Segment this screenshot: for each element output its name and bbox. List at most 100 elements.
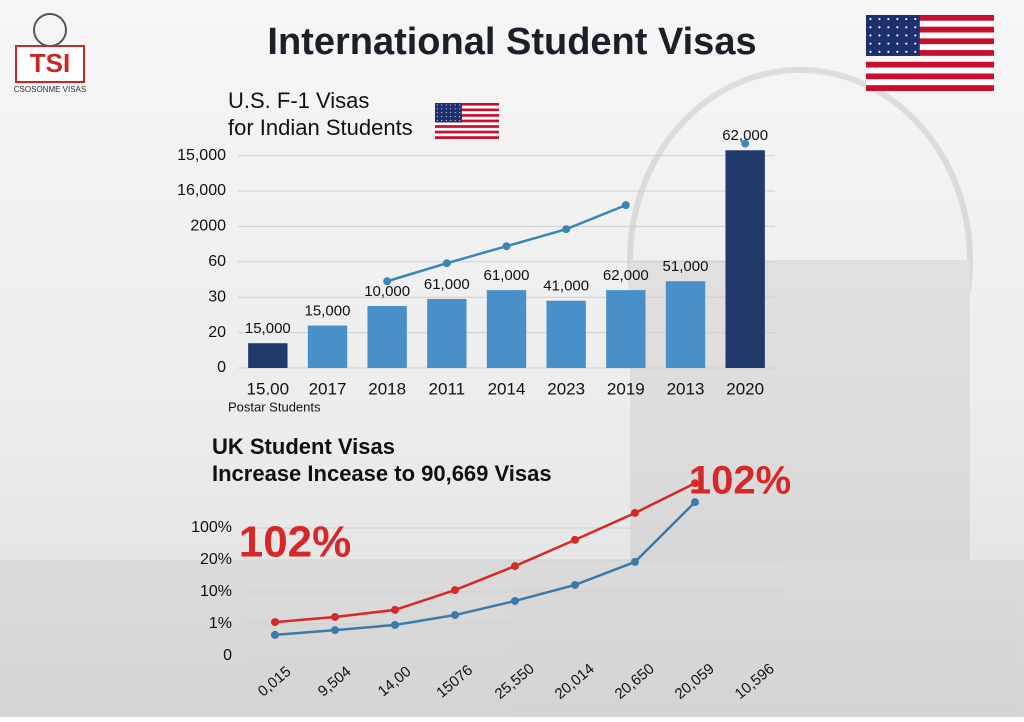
flag-star [445, 104, 447, 106]
flag-star [441, 119, 443, 121]
flag-star [896, 42, 899, 45]
flag-star [905, 50, 908, 53]
y-tick-label: 0 [217, 359, 226, 376]
x-tick-label: 2011 [429, 379, 466, 398]
line-point [511, 562, 519, 571]
logo-text: TSI [30, 48, 70, 78]
flag-star [454, 108, 456, 110]
flag-stripe [866, 32, 994, 39]
y-tick-label: 2000 [190, 218, 226, 235]
flag-stripe [866, 38, 994, 45]
flag-star [887, 50, 890, 53]
page-title: International Student Visas [267, 21, 756, 63]
flag-star [445, 112, 447, 114]
flag-star [914, 42, 917, 45]
flag-star [878, 42, 881, 45]
flag-star [450, 112, 452, 114]
line-point [621, 201, 630, 210]
flag-star [905, 42, 908, 45]
flag-star [459, 119, 461, 121]
flag-stripe [866, 26, 994, 33]
y-tick-label: 20% [200, 551, 232, 568]
flag-star [454, 104, 456, 106]
line-point [502, 242, 511, 251]
flag-stripe [435, 133, 499, 137]
flag-stripe [435, 114, 499, 117]
flag-star [896, 50, 899, 53]
flag-stripe [435, 122, 499, 126]
logo: TSI CSOSONME VISAS [14, 13, 86, 94]
flag-star [450, 104, 452, 106]
x-tick-label: 15.00 [247, 379, 290, 398]
flag-star [436, 108, 438, 110]
flag-star [869, 42, 872, 45]
line-point [562, 225, 571, 234]
chart-title: for Indian Students [228, 115, 413, 140]
flag-stripe [866, 55, 994, 62]
flag-stripe [866, 67, 994, 74]
flag-star [445, 116, 447, 118]
flag-stripe [866, 79, 994, 86]
flag-canton [435, 103, 462, 123]
flag-star [459, 112, 461, 114]
flag-stripe [866, 44, 994, 51]
us-flag [866, 15, 994, 91]
y-tick-label: 60 [208, 253, 226, 270]
line-point [571, 580, 579, 589]
flag-star [459, 116, 461, 118]
x-tick-label: 2019 [607, 379, 645, 398]
line-point [271, 618, 279, 627]
line-point [331, 612, 339, 621]
flag-stripe [435, 127, 499, 131]
bar [486, 290, 527, 368]
flag-star [905, 26, 908, 29]
bar-label: 61,000 [484, 267, 530, 284]
line-point [631, 508, 639, 517]
bar [546, 300, 586, 368]
flag-star [459, 104, 461, 106]
flag-stripe [866, 20, 994, 27]
chart-title: Increase Incease to 90,669 Visas [212, 461, 552, 486]
x-tick-label: 2020 [726, 379, 764, 398]
flag-stripe [435, 111, 499, 115]
flag-star [914, 26, 917, 29]
flag-star [436, 104, 438, 106]
line [274, 482, 696, 624]
bar [665, 281, 706, 368]
line-point [691, 479, 699, 488]
x-tick-label: 2017 [309, 379, 347, 398]
flag-star [914, 34, 917, 37]
line-point [331, 626, 339, 635]
flag-star [878, 26, 881, 29]
flag-star [450, 119, 452, 121]
bar [367, 306, 407, 368]
flag-star [905, 18, 908, 21]
flag-canton [866, 15, 920, 56]
flag-star [441, 112, 443, 114]
line-point [451, 586, 459, 595]
flag-star [450, 108, 452, 110]
flag-star [459, 108, 461, 110]
flag-stripe [435, 119, 499, 123]
bar-label: 15,000 [305, 302, 351, 319]
flag-star [441, 116, 443, 118]
flag-stripe [435, 105, 499, 109]
flag-star [896, 26, 899, 29]
flag-star [441, 104, 443, 106]
bar-label: 62,000 [722, 127, 768, 144]
line-point [442, 259, 451, 268]
annotation: 102% [689, 459, 791, 503]
bar [307, 325, 348, 368]
line-point [691, 498, 699, 507]
annotation: 102% [239, 518, 352, 567]
flag-stripe [435, 103, 499, 106]
chart-title: U.S. F-1 Visas [228, 88, 369, 113]
y-tick-label: 10% [200, 583, 232, 600]
flag-star [450, 116, 452, 118]
flag-stripe [435, 136, 499, 139]
flag-star [887, 42, 890, 45]
line-point [631, 557, 639, 566]
y-tick-label: 100% [191, 519, 232, 536]
flag-stripe [866, 73, 994, 80]
